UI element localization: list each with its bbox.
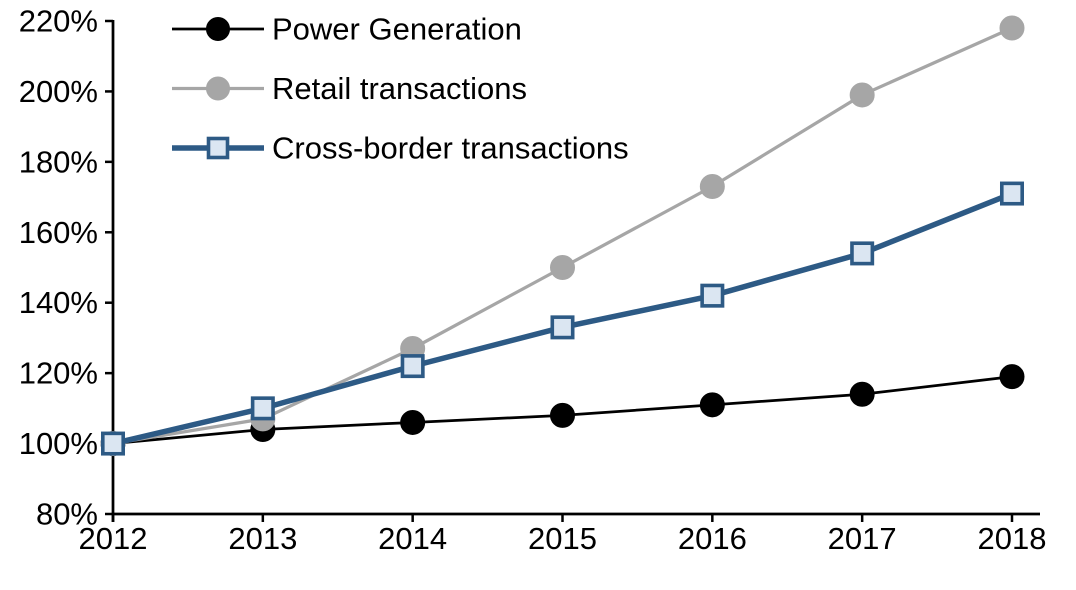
y-axis-tick-label: 200% [19,74,98,109]
data-point-marker [400,409,426,435]
series-line-circle [112,26,1013,446]
data-point-marker [999,15,1025,41]
legend-label: Cross-border transactions [272,131,629,166]
y-axis-tick-label: 100% [19,426,98,461]
x-axis-tick-label: 2018 [978,521,1047,556]
data-point-marker [250,396,275,421]
y-axis-tick-label: 160% [19,215,98,250]
y-axis-tick-label: 220% [19,4,98,39]
data-point-marker [999,364,1025,390]
data-point-marker [850,241,875,266]
data-point-marker [849,82,875,108]
legend-marker [206,76,230,101]
legend-label: Retail transactions [272,71,527,106]
data-point-marker [849,381,875,407]
y-axis-tick-label: 120% [19,356,98,391]
legend-marker [206,17,230,41]
data-point-marker [699,174,725,200]
data-point-marker [700,283,725,308]
data-point-marker [101,431,126,456]
x-axis-tick-label: 2015 [528,521,597,556]
legend-label: Power Generation [272,12,522,47]
x-axis-tick-label: 2014 [378,521,447,556]
legend-marker [206,136,230,160]
x-axis-tick-label: 2012 [79,521,148,556]
data-point-marker [550,315,575,340]
data-point-marker [699,392,725,418]
data-point-marker [549,402,575,428]
data-point-marker [999,181,1024,206]
y-axis-tick-label: 140% [19,285,98,320]
data-point-marker [400,354,425,379]
y-axis-tick-label: 180% [19,144,98,179]
x-axis-tick-label: 2017 [828,521,897,556]
data-point-marker [549,254,575,280]
y-axis-tick-label: 80% [36,496,98,531]
x-axis-tick-label: 2013 [228,521,297,556]
x-axis-tick-label: 2016 [678,521,747,556]
